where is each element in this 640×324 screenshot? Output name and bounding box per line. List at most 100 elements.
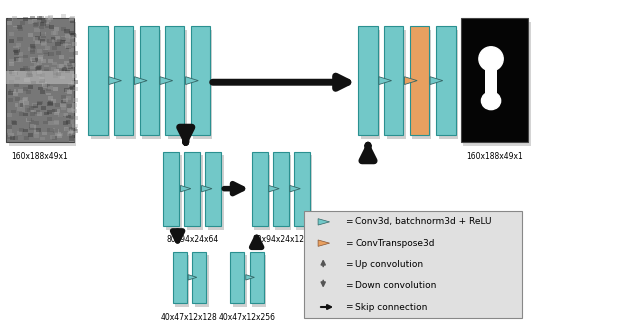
- Bar: [22, 108, 27, 112]
- Bar: [26, 118, 31, 122]
- Bar: [72, 124, 77, 128]
- Bar: [18, 58, 23, 62]
- Bar: [45, 84, 51, 87]
- Bar: [51, 37, 56, 40]
- Bar: [34, 22, 39, 26]
- Bar: [22, 98, 28, 101]
- Bar: [436, 26, 456, 135]
- Bar: [68, 127, 74, 131]
- Bar: [168, 30, 187, 139]
- Polygon shape: [269, 185, 279, 192]
- Bar: [65, 70, 70, 74]
- Bar: [38, 101, 43, 104]
- Bar: [41, 41, 46, 45]
- Text: 40x47x12x256: 40x47x12x256: [218, 313, 276, 322]
- Bar: [195, 255, 209, 307]
- Bar: [16, 58, 21, 62]
- Bar: [28, 85, 33, 89]
- Polygon shape: [109, 77, 122, 85]
- Bar: [28, 74, 33, 77]
- Bar: [361, 30, 380, 139]
- Bar: [47, 110, 52, 114]
- Polygon shape: [134, 77, 147, 85]
- Bar: [41, 34, 46, 38]
- Bar: [10, 72, 15, 76]
- Bar: [66, 115, 71, 119]
- Bar: [28, 47, 33, 51]
- Bar: [13, 92, 18, 96]
- Bar: [68, 85, 74, 89]
- Bar: [73, 116, 78, 120]
- Bar: [53, 121, 58, 125]
- Bar: [68, 48, 74, 52]
- Bar: [37, 16, 42, 20]
- Bar: [384, 26, 403, 135]
- Bar: [8, 98, 13, 102]
- Bar: [71, 33, 76, 37]
- Bar: [7, 125, 12, 129]
- Polygon shape: [318, 240, 330, 246]
- Bar: [7, 135, 12, 139]
- Bar: [29, 127, 35, 131]
- Bar: [40, 59, 45, 63]
- Polygon shape: [186, 77, 198, 85]
- Bar: [49, 135, 54, 139]
- Bar: [56, 52, 61, 55]
- Bar: [52, 136, 57, 140]
- Bar: [67, 108, 72, 112]
- Bar: [24, 78, 29, 82]
- Bar: [57, 134, 62, 138]
- Bar: [68, 57, 74, 61]
- Bar: [8, 91, 13, 95]
- Bar: [7, 21, 12, 25]
- Text: Conv3d, batchnorm3d + ReLU: Conv3d, batchnorm3d + ReLU: [355, 217, 492, 226]
- Bar: [65, 44, 70, 48]
- Text: =: =: [345, 260, 353, 269]
- Bar: [22, 129, 28, 133]
- Bar: [54, 129, 59, 133]
- Bar: [56, 132, 61, 136]
- Bar: [29, 124, 35, 128]
- Bar: [91, 30, 110, 139]
- Polygon shape: [430, 77, 443, 85]
- Bar: [8, 59, 13, 63]
- Bar: [70, 120, 76, 124]
- Bar: [33, 58, 38, 62]
- Bar: [65, 38, 70, 42]
- Bar: [23, 87, 28, 91]
- Bar: [70, 116, 75, 119]
- Bar: [35, 29, 40, 32]
- Bar: [208, 156, 224, 230]
- Bar: [11, 89, 16, 93]
- Bar: [66, 96, 71, 100]
- Bar: [57, 39, 62, 43]
- Bar: [55, 103, 60, 107]
- Bar: [17, 131, 22, 135]
- Bar: [12, 71, 17, 75]
- Bar: [12, 16, 17, 19]
- Bar: [387, 30, 406, 139]
- Bar: [44, 22, 49, 26]
- Bar: [47, 86, 52, 90]
- Bar: [69, 133, 74, 137]
- Bar: [27, 118, 32, 122]
- Bar: [42, 82, 47, 86]
- Bar: [16, 43, 21, 47]
- Bar: [53, 31, 58, 35]
- Bar: [14, 57, 19, 61]
- Bar: [35, 67, 40, 71]
- Text: =: =: [345, 217, 353, 226]
- Bar: [37, 112, 42, 116]
- Bar: [60, 103, 65, 107]
- Bar: [60, 40, 65, 44]
- Bar: [40, 90, 45, 94]
- Bar: [72, 34, 77, 38]
- Bar: [47, 40, 52, 43]
- Bar: [36, 66, 41, 70]
- Bar: [61, 100, 66, 104]
- Bar: [6, 18, 74, 142]
- Bar: [252, 152, 268, 226]
- Bar: [44, 67, 49, 71]
- Bar: [20, 21, 25, 25]
- Ellipse shape: [479, 47, 503, 71]
